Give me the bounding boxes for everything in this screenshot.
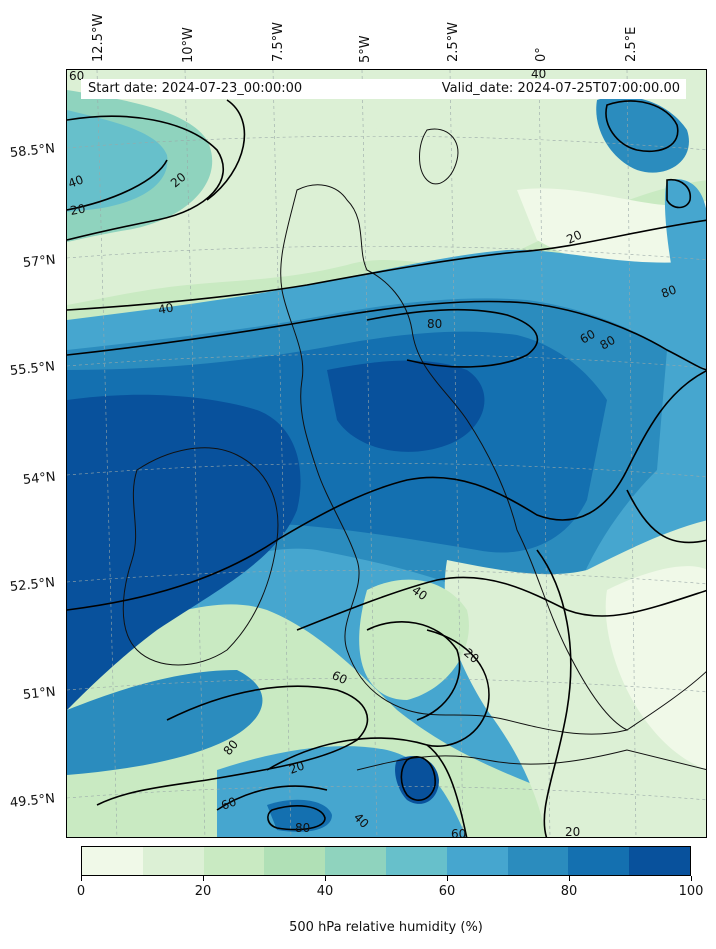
field-nw-core [67, 110, 168, 212]
contour-20-wales [426, 629, 490, 747]
colorbar-tick-label: 0 [76, 884, 86, 899]
contour-label: 20 [287, 758, 306, 776]
colorbar-tick-label: 100 [678, 884, 704, 899]
valid-date: Valid_date: 2024-07-25T07:00:00.00 [441, 81, 680, 96]
contour-label: 20 [564, 228, 584, 247]
orkney-coast [419, 128, 459, 185]
lon-label-7-5w: 7.5°W [271, 21, 286, 62]
contour-80-south [67, 370, 706, 611]
contour-40-wales [366, 621, 461, 721]
field-southeast-driest [605, 566, 706, 770]
lat-label-58-5n: 58.5°N [9, 141, 56, 161]
colorbar-segment [446, 847, 508, 875]
lat-label-49-5n: 49.5°N [9, 791, 56, 811]
colorbar-tick [325, 876, 326, 881]
graticule [67, 70, 706, 837]
ireland-coast [122, 447, 279, 666]
contour-20-nw [67, 159, 168, 211]
contour-ne-closed [605, 100, 679, 152]
contour-label: 80 [598, 333, 618, 353]
colorbar-tick-label: 60 [438, 884, 456, 899]
lon-label-2-5w: 2.5°W [446, 21, 461, 62]
contour-lines [67, 99, 706, 837]
coastlines [122, 128, 706, 771]
lat-label-51n: 51°N [22, 684, 57, 703]
lon-label-12-5w: 12.5°W [91, 13, 106, 62]
colorbar-label: 500 hPa relative humidity (%) [289, 920, 483, 935]
contour-60-band [67, 300, 706, 371]
contour-20-channel [266, 737, 468, 837]
contour-60-channel [216, 785, 328, 811]
contour-label: 80 [659, 282, 678, 300]
colorbar-tick [691, 876, 692, 881]
colorbar-tick-label: 80 [560, 884, 578, 899]
colorbar-segment [82, 847, 143, 875]
contour-label: 40 [67, 172, 85, 190]
colorbar-segment [568, 847, 630, 875]
lat-label-55-5n: 55.5°N [9, 359, 56, 379]
contour-20-north [206, 99, 246, 201]
lat-label-54n: 54°N [22, 469, 57, 488]
start-date: Start date: 2024-07-23_00:00:00 [88, 81, 303, 96]
contour-channel-closed [400, 756, 436, 801]
contour-label: 80 [427, 317, 442, 331]
contour-label: 40 [531, 70, 546, 81]
contour-label: 60 [330, 668, 350, 687]
lon-label-2-5e: 2.5°E [624, 26, 639, 62]
france-coast [356, 749, 706, 771]
contour-40-nw [67, 115, 224, 241]
colorbar-segment [629, 847, 690, 875]
great-britain-coast [280, 184, 629, 735]
colorbar-segment [203, 847, 265, 875]
contour-south-closed [267, 805, 326, 831]
contour-40-east [536, 549, 572, 837]
contour-label-group: 60 40 20 40 20 20 40 80 60 80 80 40 20 6… [67, 70, 678, 838]
contour-label: 20 [69, 202, 86, 218]
colorbar-tick-label: 20 [194, 884, 212, 899]
contour-label: 80 [295, 821, 310, 835]
contour-40-band [67, 219, 706, 311]
lat-label-57n: 57°N [22, 252, 57, 271]
lon-label-10w: 10°W [181, 27, 196, 63]
colorbar-tick-label: 40 [316, 884, 334, 899]
colorbar-segment [385, 847, 447, 875]
field-wales-dry [359, 579, 469, 700]
field-north-sea-dry [517, 188, 706, 274]
contour-east-closed [666, 178, 692, 209]
field-sw-moist [67, 670, 263, 775]
contour-label: 20 [565, 825, 580, 838]
contour-label: 60 [578, 327, 598, 347]
contour-60-east [626, 489, 706, 544]
colorbar-segment [142, 847, 204, 875]
field-ne-patch [596, 96, 689, 173]
colorbar-tick [81, 876, 82, 881]
colorbar-segment [264, 847, 326, 875]
contour-80-north [366, 308, 539, 368]
contour-label: 60 [219, 794, 238, 812]
colorbar [81, 846, 691, 876]
colorbar-tick [447, 876, 448, 881]
lat-label-52-5n: 52.5°N [9, 575, 56, 595]
belgium-coast [626, 671, 706, 731]
field-ireland-max [67, 394, 301, 710]
contour-label: 40 [157, 301, 174, 317]
colorbar-tick [203, 876, 204, 881]
humidity-map: 60 40 20 40 20 20 40 80 60 80 80 40 20 6… [66, 69, 707, 838]
colorbar-segment [325, 847, 386, 875]
lon-label-5w: 5°W [358, 35, 373, 63]
date-banner: Start date: 2024-07-23_00:00:00 Valid_da… [81, 79, 686, 99]
field-north-england-max [327, 360, 485, 452]
lon-label-0: 0° [534, 47, 549, 62]
contour-label: 60 [69, 70, 84, 83]
contour-60-south [296, 576, 706, 631]
contour-label: 60 [451, 827, 466, 838]
colorbar-tick [569, 876, 570, 881]
field-scotland-dry [313, 110, 409, 245]
colorbar-segment [507, 847, 569, 875]
humidity-field: 60 40 20 40 20 20 40 80 60 80 80 40 20 6… [67, 70, 706, 838]
